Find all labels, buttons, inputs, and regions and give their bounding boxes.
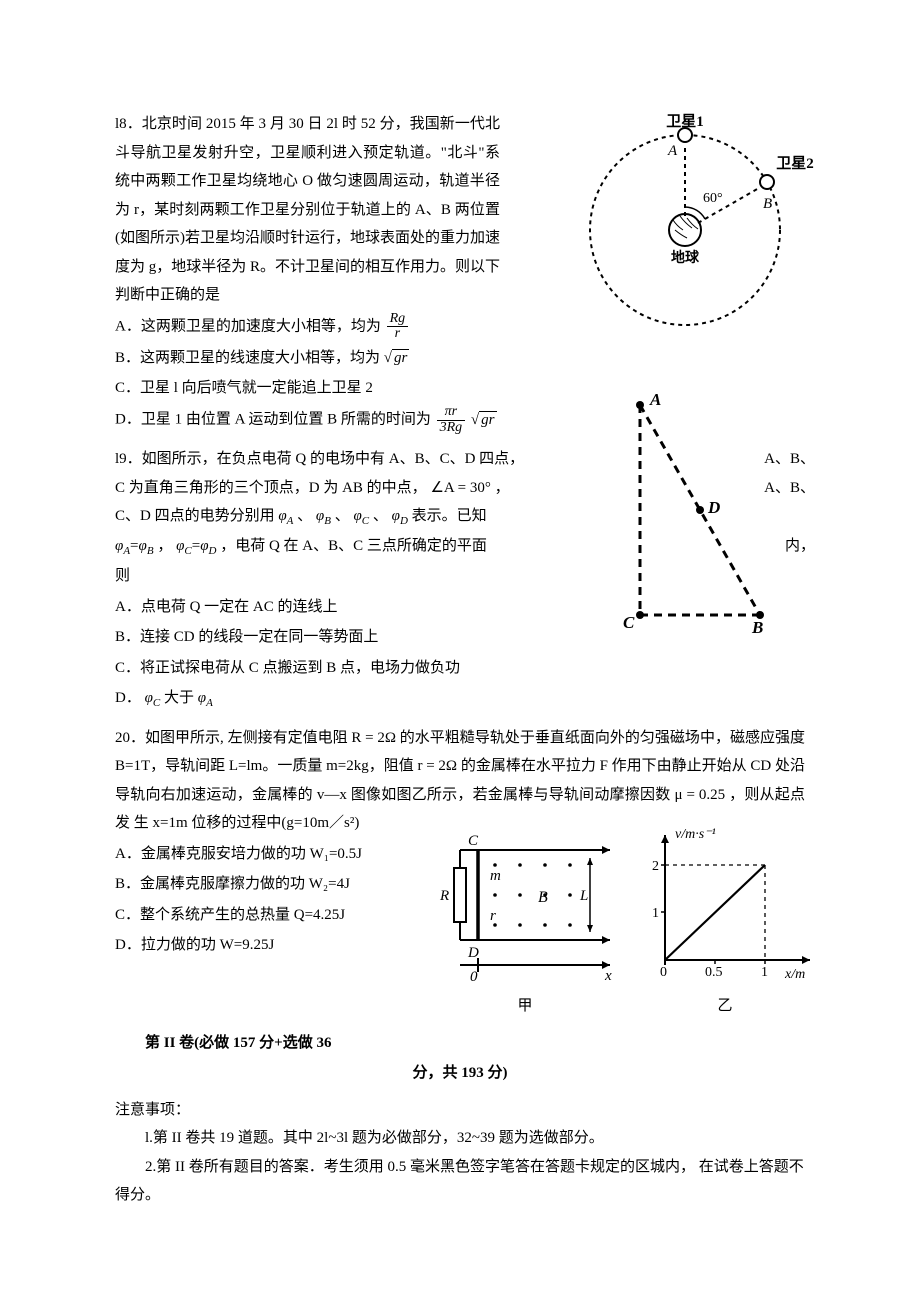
svg-text:0: 0 xyxy=(470,969,478,985)
phi-d2: φD xyxy=(200,538,216,554)
svg-text:地球: 地球 xyxy=(671,249,700,266)
q20-figure-right: v/m·s⁻¹ x/m 1 2 0 0.5 1 乙 xyxy=(625,820,825,1020)
q19-side4: 内， xyxy=(785,532,815,561)
q19-s1: l9．如图所示，在负点电荷 Q 的电场中有 A、B、C、D 四点， xyxy=(115,451,524,467)
notice-heading: 注意事项： xyxy=(115,1096,805,1125)
svg-text:B: B xyxy=(751,618,763,637)
phi-a2: φA xyxy=(115,538,130,554)
phi-c: φC xyxy=(353,508,369,524)
q18-optA-frac: Rgr xyxy=(387,312,409,342)
q18-figure: 卫星1 卫星2 A B 60° 地球 xyxy=(565,110,825,340)
q19-s3c: 表示。已知 xyxy=(412,508,487,524)
svg-text:1: 1 xyxy=(652,906,659,921)
svg-text:卫星1: 卫星1 xyxy=(666,113,704,130)
q19-option-c: C．将正试探电荷从 C 点搬运到 B 点，电场力做负功 xyxy=(115,654,805,683)
q20-option-c: C．整个系统产生的总热量 Q=4.25J xyxy=(115,901,405,930)
q19-s2a: C 为直角三角形的三个顶点，D 为 AB 的中点， xyxy=(115,480,427,496)
svg-text:1: 1 xyxy=(761,965,768,980)
q19-stem-line3: C、D 四点的电势分别用 φA 、 φB 、 φC 、 φD 表示。已知 xyxy=(115,502,565,532)
svg-text:0: 0 xyxy=(660,965,667,980)
svg-text:A: A xyxy=(667,143,678,159)
phi-a3: φA xyxy=(198,690,213,706)
q19-stem-line4: 内， φA=φB ， φC=φD ，电荷 Q 在 A、B、C 三点所确定的平面 xyxy=(115,532,565,562)
svg-text:B: B xyxy=(538,889,548,906)
phi-a: φA xyxy=(278,508,293,524)
notice-p1: l.第 II 卷共 19 道题。其中 2l~3l 题为必做部分，32~39 题为… xyxy=(115,1124,805,1153)
phi-c3: φC xyxy=(145,690,161,706)
svg-text:2: 2 xyxy=(652,859,659,874)
q18-optB-sqrt: √gr xyxy=(384,344,410,373)
q19-option-d: D． φC 大于 φA xyxy=(115,684,805,714)
svg-text:C: C xyxy=(468,833,479,849)
q18-optB-text: B．这两颗卫星的线速度大小相等，均为 xyxy=(115,350,380,366)
svg-text:A: A xyxy=(649,390,661,409)
q20-options-col: A．金属棒克服安培力做的功 W₁=0.5J B．金属棒克服摩擦力做的功 W₂=4… xyxy=(115,840,405,960)
svg-text:D: D xyxy=(467,945,479,961)
q20-option-a: A．金属棒克服安培力做的功 W₁=0.5J xyxy=(115,840,405,869)
q19-s4a: ， xyxy=(157,538,172,554)
q18-optD-sqrt: √gr xyxy=(471,406,497,435)
q19-s3a: C、D 四点的电势分别用 xyxy=(115,508,278,524)
section-title: 第 II 卷(必做 157 分+选做 36 分，共 193 分) xyxy=(115,1028,805,1088)
q19-angle: ∠A = 30° xyxy=(430,480,490,496)
svg-text:乙: 乙 xyxy=(717,998,732,1014)
q19-optD-pre: D． xyxy=(115,690,141,706)
svg-text:x/m: x/m xyxy=(784,967,805,982)
phi-b: φB xyxy=(316,508,331,524)
sep3: 、 xyxy=(373,508,388,524)
q18-optD-text: D．卫星 1 由位置 A 运动到位置 B 所需的时间为 xyxy=(115,412,431,428)
svg-text:m: m xyxy=(490,868,501,884)
q18-optD-frac: πr3Rg xyxy=(437,405,466,435)
question-20: 20．如图甲所示, 左侧接有定值电阻 R = 2Ω 的水平粗糙导轨处于垂直纸面向… xyxy=(115,724,805,960)
phi-c2: φC xyxy=(176,538,192,554)
notice-p2: 2.第 II 卷所有题目的答案．考生须用 0.5 毫米黑色签字笔答在答题卡规定的… xyxy=(115,1153,805,1210)
svg-text:B: B xyxy=(763,196,772,212)
phi-b2: φB xyxy=(139,538,154,554)
svg-text:R: R xyxy=(439,888,449,904)
svg-text:0.5: 0.5 xyxy=(705,965,723,980)
svg-text:甲: 甲 xyxy=(517,998,532,1014)
q19-stem-line1: A、B、 l9．如图所示，在负点电荷 Q 的电场中有 A、B、C、D 四点， xyxy=(115,445,565,474)
q20-option-b: B．金属棒克服摩擦力做的功 W₂=4J xyxy=(115,870,405,899)
q18-optA-text: A．这两颗卫星的加速度大小相等，均为 xyxy=(115,318,381,334)
svg-text:60°: 60° xyxy=(703,191,723,206)
question-19: A B C D A、B、 l9．如图所示，在负点电荷 Q 的电场中有 A、B、C… xyxy=(115,445,805,714)
q19-stem-line2: A、B、 C 为直角三角形的三个顶点，D 为 AB 的中点， ∠A = 30° … xyxy=(115,474,565,503)
svg-text:r: r xyxy=(490,908,496,924)
section-title-b: 分，共 193 分) xyxy=(115,1058,805,1088)
q20-figure-left: R C D m r B L 0 x 甲 xyxy=(410,820,620,1020)
q18-option-b: B．这两颗卫星的线速度大小相等，均为 √gr xyxy=(115,344,805,373)
sep1: 、 xyxy=(297,508,312,524)
svg-text:C: C xyxy=(623,613,635,632)
svg-text:x: x xyxy=(604,968,612,984)
phi-d: φD xyxy=(392,508,408,524)
svg-text:卫星2: 卫星2 xyxy=(776,155,814,172)
sep2: 、 xyxy=(335,508,350,524)
svg-text:v/m·s⁻¹: v/m·s⁻¹ xyxy=(675,827,716,842)
q19-figure: A B C D xyxy=(595,385,775,645)
q19-s4b: ，电荷 Q 在 A、B、C 三点所确定的平面 xyxy=(220,538,487,554)
q19-s2c: ， xyxy=(495,480,510,496)
q19-optD-mid: 大于 xyxy=(164,690,194,706)
svg-text:L: L xyxy=(579,888,588,904)
q20-option-d: D．拉力做的功 W=9.25J xyxy=(115,931,405,960)
q18-stem: l8．北京时间 2015 年 3 月 30 日 2l 时 52 分，我国新一代北… xyxy=(115,110,500,310)
svg-text:D: D xyxy=(707,498,720,517)
section-title-a: 第 II 卷(必做 157 分+选做 36 xyxy=(115,1028,805,1058)
